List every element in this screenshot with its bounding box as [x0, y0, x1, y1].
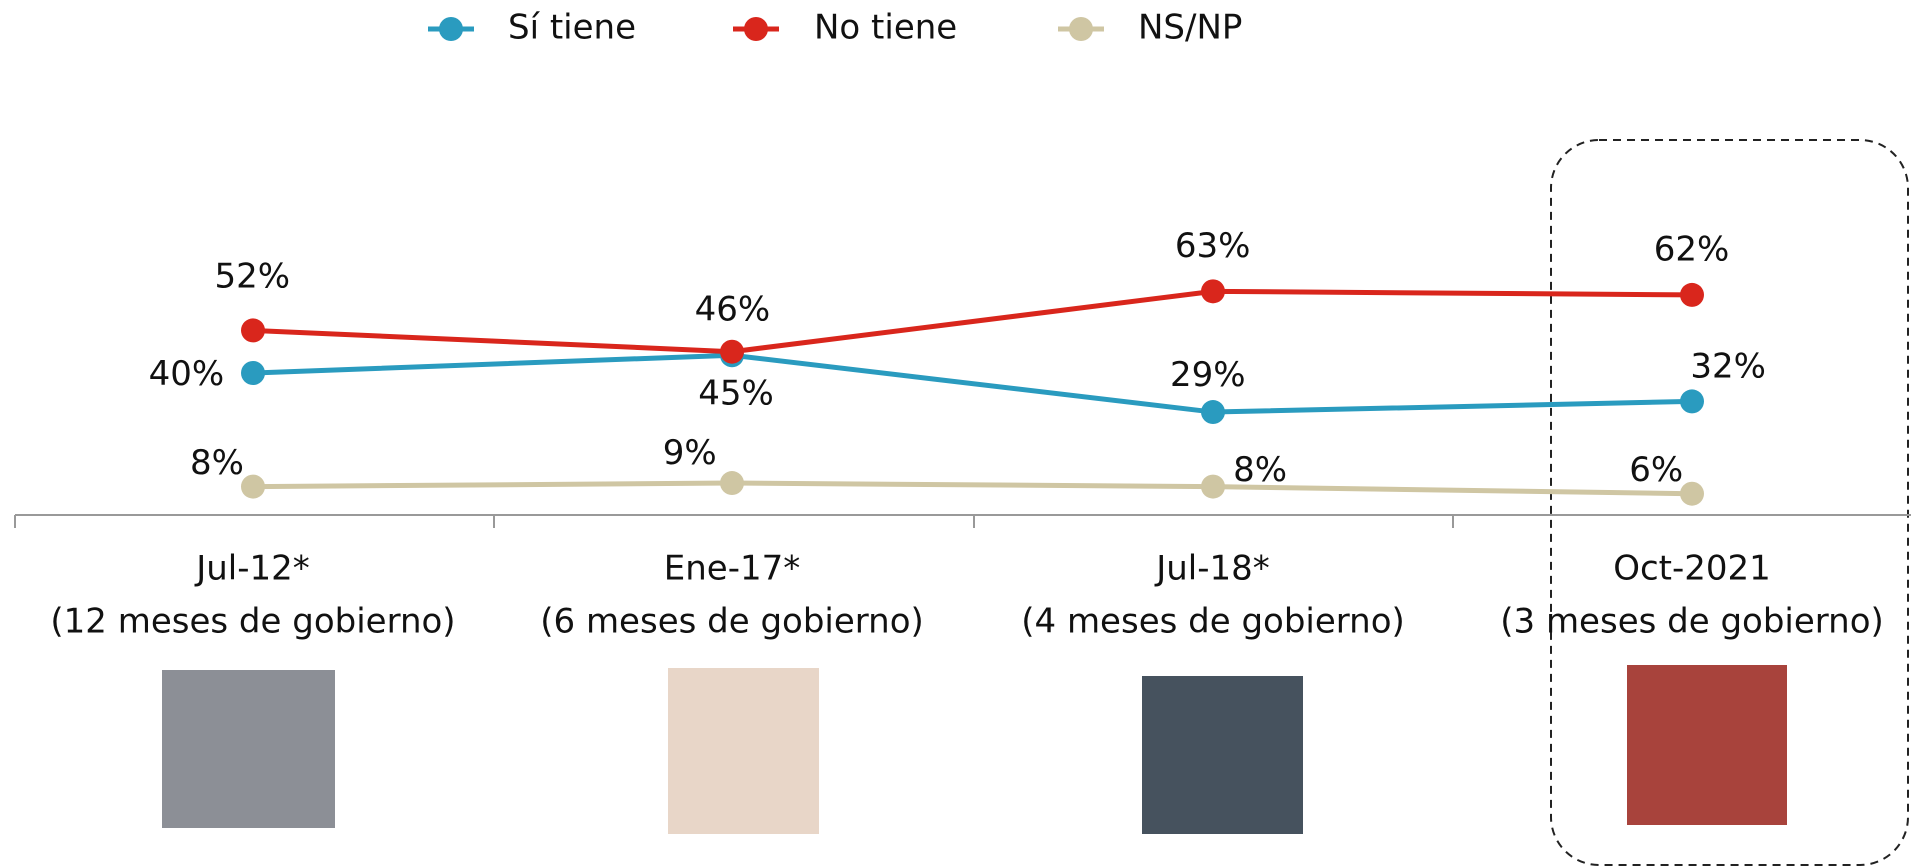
legend-marker	[744, 17, 768, 41]
data-label: 46%	[695, 289, 771, 329]
point	[1680, 283, 1704, 307]
x-tick-note: (12 meses de gobierno)	[50, 602, 455, 642]
data-label: 32%	[1690, 347, 1766, 387]
x-tick-label: Oct-2021	[1613, 549, 1771, 589]
photo	[1142, 676, 1303, 834]
data-label: 8%	[190, 443, 244, 483]
x-tick-label: Jul-18*	[1154, 549, 1270, 589]
chart: Jul-12* (12 meses de gobierno) Ene-17* (6 m…	[0, 0, 1911, 868]
point	[1680, 389, 1704, 413]
data-label: 29%	[1170, 355, 1246, 395]
point	[241, 475, 265, 499]
data-label: 6%	[1629, 450, 1683, 490]
series-line	[253, 291, 1692, 351]
data-label: 52%	[214, 256, 290, 296]
legend-label: No tiene	[814, 8, 957, 48]
legend-label: Sí tiene	[508, 8, 636, 48]
point	[241, 318, 265, 342]
point	[1201, 475, 1225, 499]
legend-marker	[439, 17, 463, 41]
series-line	[253, 483, 1692, 494]
x-tick-note: (6 meses de gobierno)	[540, 602, 924, 642]
data-label: 63%	[1175, 226, 1251, 266]
x-tick-label: Jul-12*	[194, 549, 310, 589]
photo	[162, 670, 335, 828]
legend-marker	[1069, 17, 1093, 41]
data-label: 45%	[698, 373, 774, 413]
data-label: 8%	[1233, 450, 1287, 490]
x-tick-label: Ene-17*	[664, 549, 800, 589]
series-line	[253, 355, 1692, 412]
data-label: 9%	[663, 433, 717, 473]
photo	[668, 668, 819, 834]
point	[720, 340, 744, 364]
point	[241, 361, 265, 385]
point	[1680, 482, 1704, 506]
legend-label: NS/NP	[1138, 8, 1242, 48]
x-tick-note: (4 meses de gobierno)	[1021, 602, 1405, 642]
point	[1201, 400, 1225, 424]
point	[720, 471, 744, 495]
data-label: 40%	[149, 354, 225, 394]
point	[1201, 279, 1225, 303]
x-tick-note: (3 meses de gobierno)	[1500, 602, 1884, 642]
photo	[1627, 665, 1787, 825]
data-label: 62%	[1654, 230, 1730, 270]
